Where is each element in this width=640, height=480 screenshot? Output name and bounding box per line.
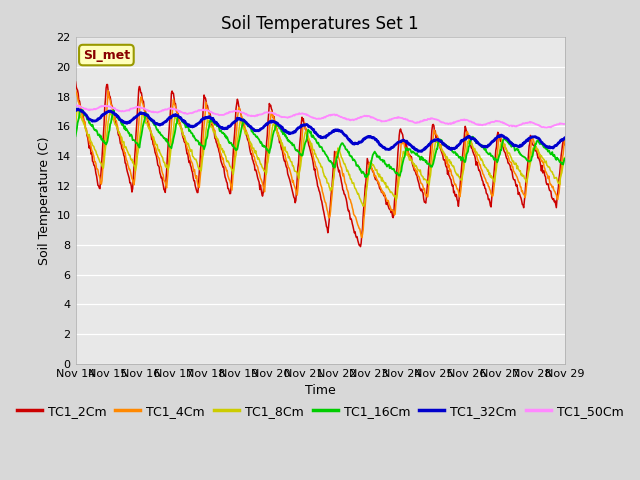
TC1_8Cm [131, 168, 139, 174]
TC1_4Cm [380, 191, 387, 197]
TC1_8Cm [561, 155, 568, 160]
Line: TC1_2Cm: TC1_2Cm [76, 82, 564, 247]
TC1_50Cm [561, 121, 568, 127]
TC1_32Cm [181, 119, 189, 124]
TC1_8Cm [74, 106, 81, 112]
TC1_2Cm [394, 150, 402, 156]
X-axis label: Time: Time [305, 384, 335, 397]
TC1_32Cm [81, 111, 89, 117]
Line: TC1_4Cm: TC1_4Cm [76, 90, 564, 238]
TC1_2Cm [180, 139, 188, 145]
TC1_4Cm [206, 114, 214, 120]
TC1_32Cm [72, 107, 79, 113]
Text: SI_met: SI_met [83, 48, 130, 61]
TC1_8Cm [81, 124, 89, 130]
Title: Soil Temperatures Set 1: Soil Temperatures Set 1 [221, 15, 419, 33]
TC1_4Cm [358, 235, 365, 240]
TC1_8Cm [380, 180, 388, 186]
TC1_50Cm [543, 125, 550, 131]
Line: TC1_16Cm: TC1_16Cm [76, 110, 564, 177]
TC1_50Cm [72, 102, 79, 108]
TC1_50Cm [81, 106, 88, 112]
TC1_2Cm [380, 192, 387, 198]
TC1_2Cm [131, 155, 138, 160]
TC1_16Cm [380, 158, 388, 164]
TC1_16Cm [81, 112, 89, 118]
TC1_2Cm [81, 120, 88, 126]
TC1_2Cm [206, 111, 214, 117]
TC1_50Cm [131, 105, 138, 111]
TC1_16Cm [78, 107, 86, 113]
TC1_2Cm [72, 79, 79, 84]
TC1_8Cm [72, 120, 79, 126]
TC1_32Cm [207, 116, 214, 121]
TC1_32Cm [415, 148, 422, 154]
TC1_16Cm [561, 156, 568, 162]
TC1_32Cm [131, 115, 139, 120]
TC1_16Cm [395, 173, 403, 179]
Y-axis label: Soil Temperature (C): Soil Temperature (C) [38, 136, 51, 265]
TC1_50Cm [180, 110, 188, 116]
TC1_4Cm [561, 136, 568, 142]
TC1_8Cm [395, 181, 403, 187]
TC1_32Cm [394, 140, 402, 145]
TC1_32Cm [380, 145, 387, 151]
TC1_2Cm [356, 244, 364, 250]
TC1_4Cm [180, 133, 188, 139]
TC1_8Cm [181, 135, 189, 141]
TC1_50Cm [379, 119, 387, 124]
TC1_16Cm [131, 139, 139, 145]
TC1_16Cm [207, 117, 214, 122]
TC1_32Cm [74, 106, 82, 112]
TC1_4Cm [72, 87, 79, 93]
TC1_2Cm [561, 142, 568, 148]
TC1_50Cm [394, 115, 401, 120]
Line: TC1_8Cm: TC1_8Cm [76, 109, 564, 206]
Line: TC1_32Cm: TC1_32Cm [76, 109, 564, 151]
TC1_16Cm [181, 122, 189, 128]
TC1_8Cm [359, 204, 367, 209]
TC1_50Cm [206, 109, 214, 115]
TC1_4Cm [131, 177, 138, 182]
TC1_8Cm [207, 124, 214, 130]
TC1_4Cm [81, 120, 88, 126]
TC1_16Cm [363, 174, 371, 180]
TC1_4Cm [394, 177, 402, 182]
TC1_32Cm [561, 135, 568, 141]
Legend: TC1_2Cm, TC1_4Cm, TC1_8Cm, TC1_16Cm, TC1_32Cm, TC1_50Cm: TC1_2Cm, TC1_4Cm, TC1_8Cm, TC1_16Cm, TC1… [12, 400, 628, 423]
TC1_16Cm [72, 133, 79, 139]
Line: TC1_50Cm: TC1_50Cm [76, 105, 564, 128]
